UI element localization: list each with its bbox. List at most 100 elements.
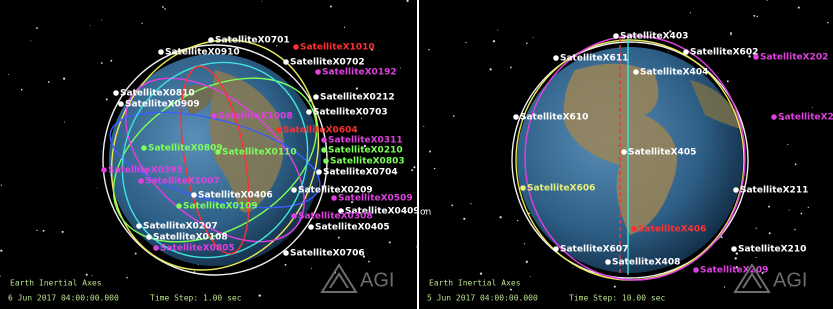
star	[356, 87, 358, 89]
star	[524, 243, 525, 244]
star	[64, 121, 65, 122]
satellite-label: SatelliteX408	[612, 258, 680, 268]
satellite	[308, 224, 314, 230]
satellite-label: SatelliteX0805	[160, 244, 235, 254]
star	[259, 294, 261, 296]
star	[510, 289, 512, 291]
star	[668, 51, 669, 52]
satellite-label: SatelliteX0910	[165, 48, 240, 58]
star	[62, 231, 64, 233]
star	[43, 230, 45, 232]
star	[30, 40, 31, 41]
satellite-label: SatelliteX0701	[215, 36, 290, 46]
satellite	[283, 250, 289, 256]
star	[428, 49, 429, 50]
satellite-label: SatelliteX404	[640, 68, 708, 78]
satellite-label: SatelliteX201	[778, 113, 833, 123]
logo-text: AGI	[360, 269, 394, 291]
satellite	[191, 192, 197, 198]
satellite	[118, 101, 124, 107]
star	[330, 6, 332, 8]
star	[135, 253, 137, 255]
satellite	[693, 267, 699, 273]
satellite-label: SatelliteX211	[740, 186, 808, 196]
frame-label: Earth Inertial Axes	[10, 279, 102, 288]
star	[0, 250, 2, 252]
satellite	[520, 185, 526, 191]
satellite	[321, 137, 327, 143]
star	[808, 207, 809, 208]
satellite	[146, 234, 152, 240]
star	[164, 8, 166, 10]
star	[526, 261, 528, 263]
satellite-label: SatelliteX0703	[313, 108, 388, 118]
satellite-label: SatelliteX0311	[328, 136, 403, 146]
star	[36, 230, 37, 231]
satellite-label: SatelliteX0406	[198, 191, 273, 201]
satellite-label: SatelliteX1007	[145, 177, 220, 187]
satellite-label: SatelliteX0405	[315, 223, 390, 233]
star	[8, 74, 9, 75]
star	[344, 27, 345, 28]
satellite-label: SatelliteX611	[560, 54, 628, 64]
star	[724, 286, 725, 287]
time-step-label: Time Step: 1.00 sec	[150, 294, 242, 303]
satellite	[276, 127, 282, 133]
star	[798, 7, 800, 9]
satellite	[731, 246, 737, 252]
star	[416, 246, 417, 247]
star	[389, 241, 391, 243]
star	[106, 98, 108, 100]
stray-text: on	[420, 208, 431, 218]
satellite-label: SatelliteX0109	[183, 202, 258, 212]
star	[730, 32, 732, 34]
star	[110, 60, 112, 62]
star	[614, 286, 616, 288]
satellite-label: SatelliteX0810	[120, 89, 195, 99]
satellite-label: SatelliteX0604	[283, 126, 358, 136]
star	[794, 229, 795, 230]
star	[735, 257, 737, 259]
satellite	[605, 259, 611, 265]
logo-text: AGI	[773, 269, 807, 291]
satellite	[138, 178, 144, 184]
star	[490, 68, 492, 70]
star	[285, 264, 287, 266]
satellite	[136, 223, 142, 229]
satellite	[158, 49, 164, 55]
star	[451, 204, 453, 206]
satellite-label: SatelliteX1008	[218, 112, 293, 122]
satellite	[293, 44, 299, 50]
frame-label: Earth Inertial Axes	[429, 279, 521, 288]
star	[63, 77, 65, 79]
satellite	[113, 90, 119, 96]
star	[530, 276, 531, 277]
satellite-label: SatelliteX0308	[298, 212, 373, 222]
star	[262, 1, 263, 2]
satellite-label: SatelliteX606	[527, 184, 595, 194]
satellite	[633, 69, 639, 75]
star	[789, 209, 790, 210]
star	[497, 30, 498, 31]
satellite	[331, 195, 337, 201]
star	[480, 272, 482, 274]
satellite-label: SatelliteX202	[760, 53, 828, 63]
star	[36, 27, 38, 29]
star	[756, 228, 757, 229]
star	[753, 15, 755, 17]
satellite-label: SatelliteX406	[638, 225, 706, 235]
satellite-label: SatelliteX0108	[153, 233, 228, 243]
star	[1, 185, 2, 186]
satellite-label: SatelliteX0704	[323, 168, 398, 178]
satellite-label: SatelliteX0192	[322, 68, 397, 78]
satellite-label: SatelliteX0212	[320, 93, 395, 103]
star	[470, 203, 471, 204]
time-step-label: Time Step: 10.00 sec	[569, 294, 666, 303]
satellite-label: SatelliteX602	[690, 48, 758, 58]
satellite	[553, 55, 559, 61]
satellite-label: SatelliteX0210	[328, 146, 403, 156]
satellite	[316, 169, 322, 175]
satellite	[553, 246, 559, 252]
satellite	[283, 59, 289, 65]
date-label: 6 Jun 2017 04:00:00.000	[8, 294, 119, 303]
